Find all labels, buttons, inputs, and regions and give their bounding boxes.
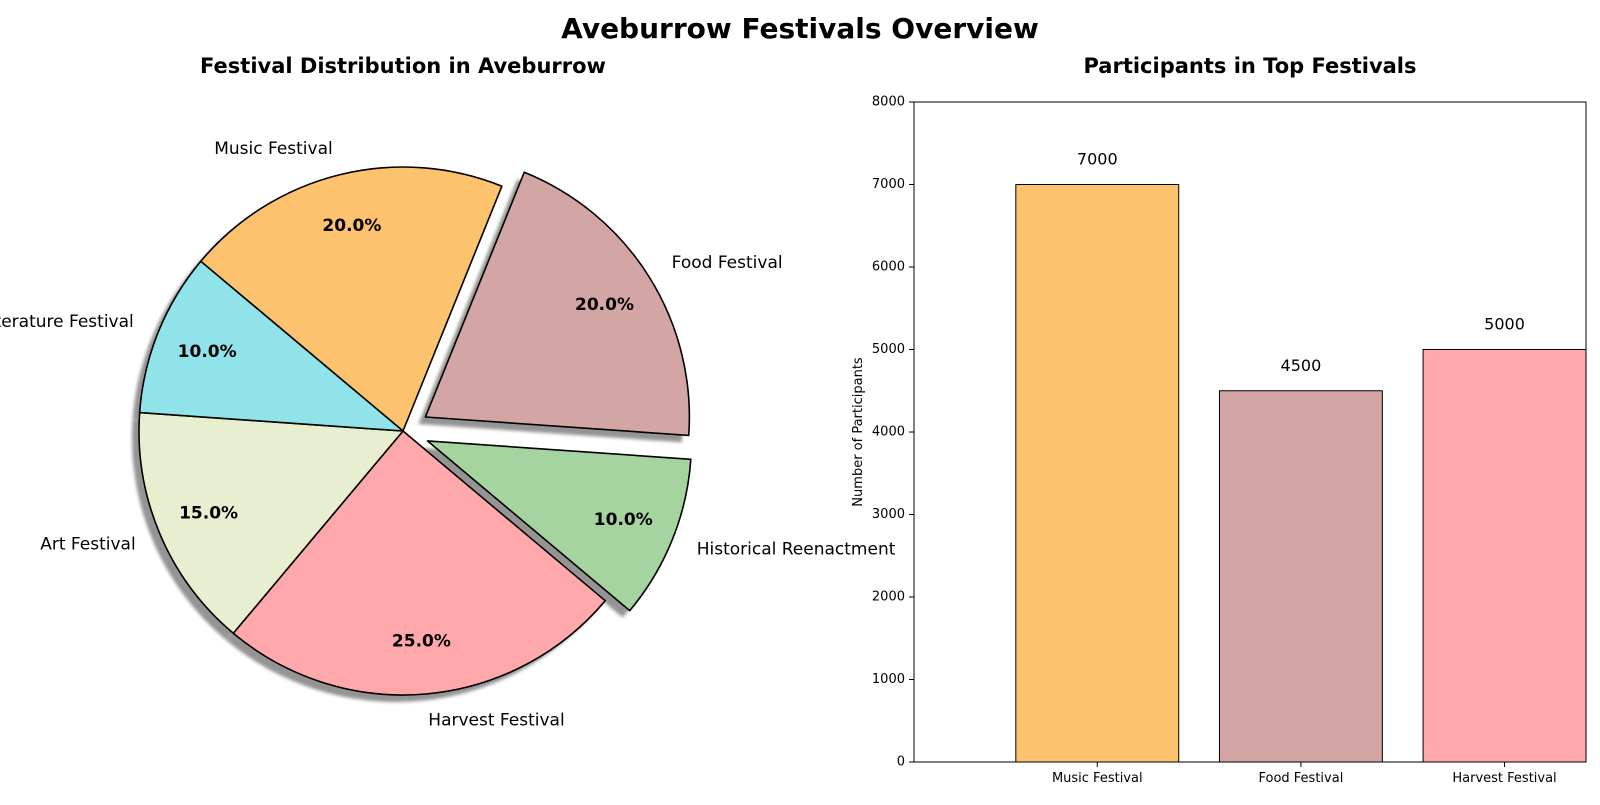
- pie-pct-art-festival: 15.0%: [179, 504, 238, 524]
- bars: [1015, 184, 1587, 763]
- bar-music-festival: [1015, 184, 1180, 763]
- pie-pct-harvest-festival: 25.0%: [392, 631, 451, 651]
- pie-pct-music-festival: 20.0%: [322, 216, 381, 236]
- figure-title: Aveburrow Festivals Overview: [561, 12, 1039, 45]
- pie-chart: Festival Distribution in Aveburrow Music…: [0, 54, 896, 730]
- y-tick-label: 4000: [872, 425, 905, 440]
- bar-value-labels: 7000 4500 5000: [1077, 150, 1525, 375]
- y-tick-label: 8000: [872, 95, 905, 110]
- bar-value-music-festival: 7000: [1077, 150, 1118, 169]
- x-tick-label-food-festival: Food Festival: [1258, 771, 1343, 786]
- pie-label-food-festival: Food Festival: [672, 253, 783, 273]
- bar-food-festival: [1218, 390, 1383, 763]
- pie-label-harvest-festival: Harvest Festival: [428, 710, 564, 730]
- y-tick-label: 5000: [872, 342, 905, 357]
- bar-chart-title: Participants in Top Festivals: [1083, 54, 1416, 78]
- y-tick-label: 6000: [872, 260, 905, 275]
- bar-value-food-festival: 4500: [1281, 356, 1322, 375]
- bar-value-harvest-festival: 5000: [1484, 315, 1525, 334]
- y-tick-label: 7000: [872, 177, 905, 192]
- pie-pct-literature-festival: 10.0%: [178, 342, 237, 362]
- pie-labels: Music Festival 20.0% Food Festival 20.0% His…: [0, 139, 896, 730]
- pie-label-literature-festival: Literature Festival: [0, 312, 134, 332]
- pie-label-historical-reenactment: Historical Reenactment: [697, 540, 896, 560]
- pie-slice-harvest-festival: [232, 430, 607, 696]
- pie-pct-food-festival: 20.0%: [575, 295, 634, 315]
- y-axis-label: Number of Participants: [851, 357, 866, 507]
- pie-slice-food-festival: [424, 171, 691, 437]
- y-axis-ticks: 0 1000 2000 3000 4000 5000 6000 7000 8000: [872, 95, 914, 770]
- pie-slices: [138, 166, 692, 696]
- pie-label-art-festival: Art Festival: [40, 534, 135, 554]
- x-axis-ticks: Music Festival Food Festival Harvest Festi…: [1052, 762, 1557, 786]
- pie-slice-music-festival: [199, 166, 503, 432]
- bar-harvest-festival: [1422, 349, 1587, 763]
- pie-chart-title: Festival Distribution in Aveburrow: [200, 54, 606, 78]
- bar-chart: Participants in Top Festivals Number of …: [851, 54, 1587, 786]
- x-tick-label-harvest-festival: Harvest Festival: [1452, 771, 1556, 786]
- y-tick-label: 2000: [872, 590, 905, 605]
- pie-slice-art-festival: [138, 411, 404, 635]
- y-tick-label: 1000: [872, 672, 905, 687]
- x-tick-label-music-festival: Music Festival: [1052, 771, 1143, 786]
- plot-frame: [913, 101, 1587, 763]
- pie-slice-literature-festival: [138, 260, 404, 432]
- y-tick-label: 3000: [872, 507, 905, 522]
- pie-pct-historical-reenactment: 10.0%: [594, 510, 653, 530]
- y-tick-label: 0: [897, 755, 905, 770]
- pie-slice-historical-reenactment: [426, 440, 692, 612]
- pie-label-music-festival: Music Festival: [214, 139, 333, 159]
